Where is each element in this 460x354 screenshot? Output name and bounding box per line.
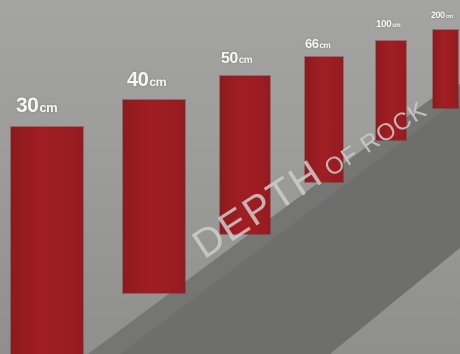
pillar-label-unit: cm <box>39 100 58 115</box>
pillar-label-3: 50cm <box>221 50 253 68</box>
red-pillar-1 <box>11 127 83 354</box>
pillar-label-number: 200 <box>431 10 445 20</box>
pillar-label-number: 40 <box>127 69 149 91</box>
pillar-label-unit: cm <box>238 55 253 66</box>
pillar-label-6: 200cm <box>431 10 453 20</box>
pillar-label-1: 30cm <box>16 94 58 118</box>
pillar-label-unit: cm <box>392 22 401 29</box>
pillar-label-number: 66 <box>305 36 319 51</box>
pillar-label-number: 50 <box>221 50 238 67</box>
red-pillar-4 <box>305 57 343 182</box>
pillar-label-number: 100 <box>376 19 392 30</box>
pillar-label-2: 40cm <box>127 69 167 92</box>
red-pillar-3 <box>220 76 270 234</box>
pillar-label-unit: cm <box>319 41 331 50</box>
red-pillar-2 <box>123 100 185 293</box>
red-pillar-5 <box>376 41 406 140</box>
pillar-label-5: 100cm <box>376 19 401 30</box>
pillar-label-4: 66cm <box>305 36 331 51</box>
red-pillar-6 <box>433 30 458 108</box>
pillar-label-unit: cm <box>149 75 167 89</box>
pillar-label-number: 30 <box>16 94 39 117</box>
pillar-label-unit: cm <box>445 14 454 20</box>
